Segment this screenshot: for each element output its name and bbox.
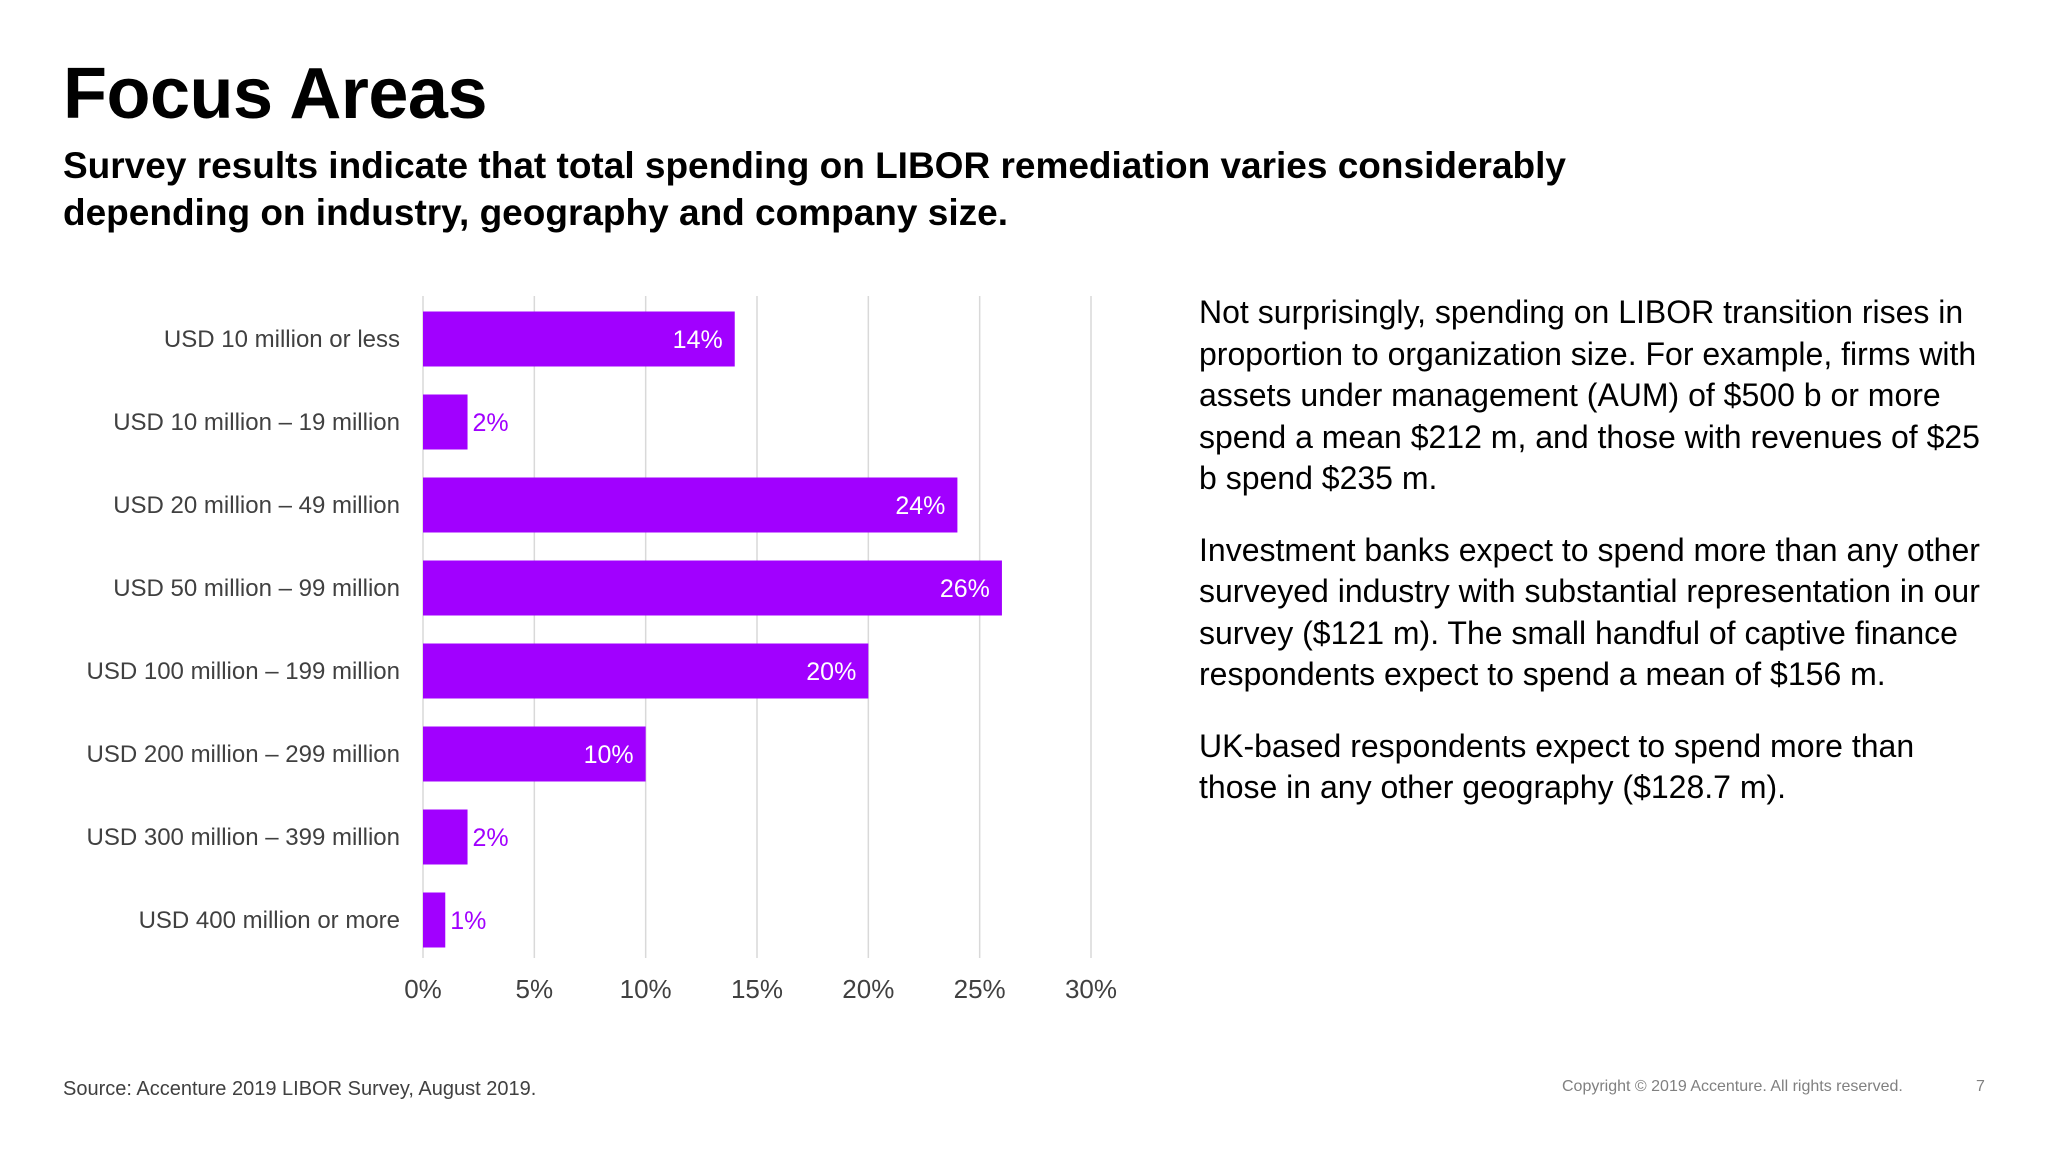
x-tick-label: 15%: [731, 974, 783, 1004]
category-label: USD 100 million – 199 million: [87, 658, 400, 685]
data-label: 14%: [673, 326, 723, 354]
commentary: Not surprisingly, spending on LIBOR tran…: [1199, 292, 1999, 839]
x-tick-label: 30%: [1065, 974, 1117, 1004]
data-label: 26%: [940, 575, 990, 603]
x-tick-label: 5%: [516, 974, 554, 1004]
category-label: USD 400 million or more: [139, 907, 400, 934]
bar: [423, 726, 646, 782]
slide-title: Focus Areas: [63, 54, 488, 134]
category-labels: USD 10 million or less USD 10 million – 1…: [87, 326, 400, 934]
data-label: 10%: [584, 741, 634, 769]
category-label: USD 300 million – 399 million: [87, 824, 400, 851]
data-label: 2%: [473, 824, 509, 852]
slide-subtitle: Survey results indicate that total spend…: [63, 145, 1566, 233]
commentary-paragraph-size: Not surprisingly, spending on LIBOR tran…: [1199, 294, 1980, 496]
commentary-paragraph-industry: Investment banks expect to spend more th…: [1199, 531, 1980, 693]
data-label: 2%: [473, 409, 509, 437]
bar: [423, 892, 446, 948]
bar-chart: 14% 2% 24% 26% 20% 10% 2% 1% USD 10 million or …: [87, 296, 1117, 1004]
x-tick-label: 10%: [620, 974, 672, 1004]
category-label: USD 20 million – 49 million: [113, 492, 400, 519]
commentary-paragraph-geography: UK-based respondents expect to spend mor…: [1199, 727, 1915, 806]
category-label: USD 10 million or less: [164, 326, 400, 353]
gridlines: [422, 296, 1092, 958]
bar: [423, 809, 468, 865]
x-tick-label: 20%: [842, 974, 894, 1004]
bar: [423, 643, 869, 699]
x-tick-label: 0%: [404, 974, 442, 1004]
source-note: Source: Accenture 2019 LIBOR Survey, Aug…: [63, 1078, 537, 1100]
bar: [423, 311, 735, 367]
data-label: 24%: [895, 492, 945, 520]
bar: [423, 560, 1002, 616]
data-label: 1%: [450, 907, 486, 935]
category-label: USD 200 million – 299 million: [87, 741, 400, 768]
x-tick-labels: 0% 5% 10% 15% 20% 25% 30%: [404, 974, 1117, 1004]
bar: [423, 394, 468, 450]
bars: 14% 2% 24% 26% 20% 10% 2% 1%: [423, 311, 1002, 948]
copyright-note: Copyright © 2019 Accenture. All rights r…: [1562, 1078, 1903, 1095]
x-tick-label: 25%: [954, 974, 1006, 1004]
category-label: USD 50 million – 99 million: [113, 575, 400, 602]
page-number: 7: [1976, 1078, 1985, 1095]
bar: [423, 477, 958, 533]
category-label: USD 10 million – 19 million: [113, 409, 400, 436]
data-label: 20%: [806, 658, 856, 686]
